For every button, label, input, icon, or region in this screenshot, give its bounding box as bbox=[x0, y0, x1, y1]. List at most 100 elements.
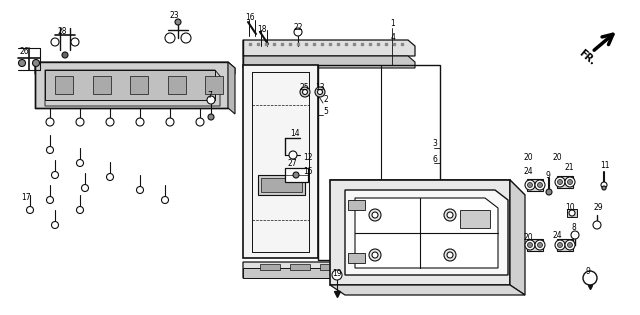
Polygon shape bbox=[130, 76, 148, 94]
Circle shape bbox=[166, 118, 174, 126]
Polygon shape bbox=[55, 76, 73, 94]
Circle shape bbox=[47, 197, 54, 203]
Polygon shape bbox=[567, 209, 577, 217]
Circle shape bbox=[525, 180, 535, 190]
Circle shape bbox=[444, 249, 456, 261]
Text: 25: 25 bbox=[299, 83, 309, 93]
Text: 3: 3 bbox=[433, 140, 437, 148]
Circle shape bbox=[289, 151, 297, 159]
Text: 4: 4 bbox=[390, 33, 396, 43]
Circle shape bbox=[106, 118, 114, 126]
Circle shape bbox=[77, 159, 83, 167]
Circle shape bbox=[47, 146, 54, 153]
Polygon shape bbox=[460, 210, 490, 228]
Polygon shape bbox=[557, 176, 573, 188]
Text: FR.: FR. bbox=[577, 47, 597, 66]
Text: 15: 15 bbox=[303, 168, 313, 176]
Circle shape bbox=[294, 28, 302, 36]
Polygon shape bbox=[330, 285, 525, 295]
Polygon shape bbox=[243, 56, 415, 68]
Circle shape bbox=[557, 180, 563, 185]
Circle shape bbox=[136, 186, 143, 193]
Polygon shape bbox=[35, 62, 235, 74]
Text: 9: 9 bbox=[545, 170, 550, 180]
Circle shape bbox=[26, 207, 33, 214]
Circle shape bbox=[293, 172, 299, 178]
Text: 20: 20 bbox=[523, 232, 533, 242]
Circle shape bbox=[568, 180, 573, 185]
Circle shape bbox=[62, 52, 68, 58]
Text: 5: 5 bbox=[324, 107, 328, 117]
Text: 14: 14 bbox=[290, 129, 300, 139]
Circle shape bbox=[19, 60, 26, 66]
Circle shape bbox=[208, 114, 214, 120]
Text: 20: 20 bbox=[552, 153, 562, 163]
Circle shape bbox=[77, 207, 83, 214]
Circle shape bbox=[602, 186, 606, 190]
Text: 18: 18 bbox=[257, 26, 267, 35]
Text: 21: 21 bbox=[564, 163, 573, 173]
Circle shape bbox=[555, 177, 565, 187]
Text: 8: 8 bbox=[572, 224, 577, 232]
Circle shape bbox=[593, 221, 601, 229]
Circle shape bbox=[51, 171, 58, 179]
Polygon shape bbox=[93, 76, 111, 94]
Polygon shape bbox=[330, 180, 510, 285]
Circle shape bbox=[303, 89, 307, 94]
Circle shape bbox=[51, 38, 59, 46]
Circle shape bbox=[538, 182, 543, 187]
Circle shape bbox=[51, 221, 58, 228]
Circle shape bbox=[601, 182, 607, 188]
Circle shape bbox=[300, 87, 310, 97]
Text: 13: 13 bbox=[315, 83, 325, 93]
Text: 11: 11 bbox=[600, 161, 610, 169]
Polygon shape bbox=[290, 264, 310, 270]
Text: 27: 27 bbox=[287, 159, 297, 169]
Circle shape bbox=[175, 19, 181, 25]
Polygon shape bbox=[527, 239, 543, 251]
Polygon shape bbox=[260, 264, 280, 270]
Text: 6: 6 bbox=[433, 154, 437, 163]
Polygon shape bbox=[510, 180, 525, 295]
Text: 12: 12 bbox=[303, 153, 313, 163]
Circle shape bbox=[546, 189, 552, 195]
Circle shape bbox=[527, 243, 532, 248]
Polygon shape bbox=[350, 264, 370, 270]
Circle shape bbox=[583, 271, 597, 285]
Circle shape bbox=[447, 212, 453, 218]
Text: 19: 19 bbox=[332, 270, 342, 278]
Circle shape bbox=[525, 240, 535, 250]
Text: 24: 24 bbox=[523, 168, 533, 176]
Circle shape bbox=[181, 33, 191, 43]
Circle shape bbox=[372, 212, 378, 218]
Circle shape bbox=[33, 60, 40, 66]
Text: 7: 7 bbox=[207, 91, 212, 100]
Text: 26: 26 bbox=[19, 48, 29, 56]
Circle shape bbox=[565, 177, 575, 187]
Polygon shape bbox=[355, 198, 498, 268]
Circle shape bbox=[569, 210, 575, 216]
Polygon shape bbox=[285, 168, 308, 182]
Circle shape bbox=[447, 252, 453, 258]
Circle shape bbox=[369, 249, 381, 261]
Circle shape bbox=[538, 243, 543, 248]
Text: 9: 9 bbox=[586, 267, 591, 277]
Circle shape bbox=[81, 185, 88, 192]
Text: 20: 20 bbox=[523, 153, 533, 163]
Polygon shape bbox=[243, 65, 318, 258]
Polygon shape bbox=[348, 200, 365, 210]
Polygon shape bbox=[35, 62, 228, 108]
Circle shape bbox=[527, 182, 532, 187]
Circle shape bbox=[76, 118, 84, 126]
Circle shape bbox=[535, 180, 545, 190]
Circle shape bbox=[207, 96, 215, 104]
Polygon shape bbox=[330, 180, 525, 195]
Polygon shape bbox=[45, 70, 215, 100]
Polygon shape bbox=[557, 239, 573, 251]
Circle shape bbox=[535, 240, 545, 250]
Polygon shape bbox=[243, 268, 415, 278]
Circle shape bbox=[71, 38, 79, 46]
Polygon shape bbox=[168, 76, 186, 94]
Polygon shape bbox=[258, 175, 305, 195]
Circle shape bbox=[161, 197, 168, 203]
